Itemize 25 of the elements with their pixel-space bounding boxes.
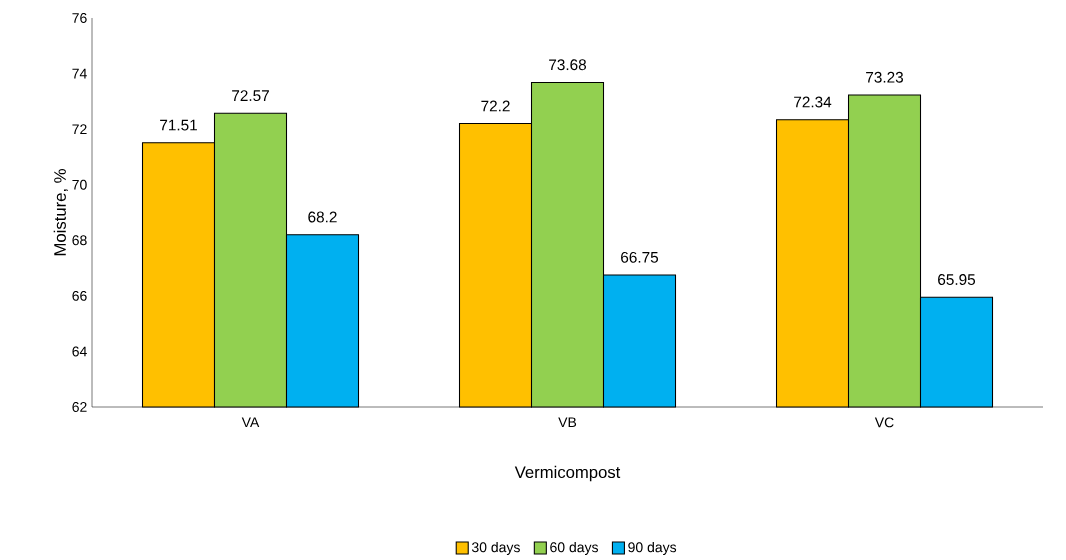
- data-label: 71.51: [160, 119, 197, 131]
- x-tick-label: VC: [874, 417, 894, 428]
- y-tick-label: 64: [72, 346, 87, 357]
- y-tick-label: 66: [72, 290, 87, 301]
- y-tick-label: 68: [72, 235, 87, 246]
- y-tick-label: 62: [72, 402, 87, 412]
- y-axis-title: Moisture, %: [53, 169, 68, 256]
- data-label: 73.23: [866, 71, 903, 83]
- data-label: 66.75: [621, 251, 659, 263]
- y-tick-label: 74: [72, 68, 87, 79]
- x-axis-title: Vermicompost: [514, 465, 621, 482]
- legend-label: 30 days: [471, 541, 520, 555]
- x-tick-label: VA: [241, 417, 260, 428]
- data-label: 65.95: [938, 274, 976, 285]
- data-label: 68.2: [308, 211, 337, 223]
- legend-label: 90 days: [628, 541, 677, 555]
- data-label: 73.68: [549, 59, 587, 71]
- data-label: 72.2: [481, 100, 510, 112]
- y-tick-label: 72: [72, 124, 87, 135]
- y-tick-label: 76: [72, 13, 87, 23]
- data-label: 72.57: [232, 90, 269, 102]
- y-tick-label: 70: [72, 179, 87, 190]
- data-label: 72.34: [794, 96, 832, 108]
- x-tick-label: VB: [558, 417, 577, 428]
- legend-label: 60 days: [550, 541, 599, 555]
